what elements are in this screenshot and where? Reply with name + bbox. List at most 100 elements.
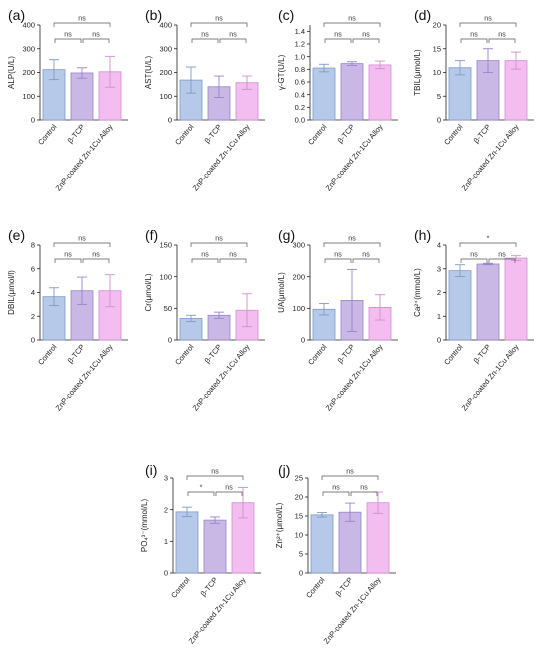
y-axis-label: γ-GT(U/L): [277, 54, 286, 90]
category-label: β-TCP: [203, 343, 224, 365]
y-tick-label: 10: [433, 68, 441, 77]
significance-label: ns: [78, 236, 86, 243]
significance-label: ns: [201, 252, 209, 259]
y-tick-label: 15: [433, 44, 441, 53]
significance-label: ns: [78, 16, 86, 23]
y-axis-label: Cr(μmol/L): [144, 273, 153, 311]
significance-label: ns: [334, 32, 342, 39]
y-axis-label: PO₄³⁻(mmol/L): [140, 499, 149, 553]
y-tick-label: 200: [22, 68, 35, 77]
category-label: β-TCP: [66, 123, 87, 145]
category-label: Control: [304, 575, 327, 600]
category-label: ZnP-coated Zn-1Cu Alloy: [324, 342, 385, 412]
significance-label: ns: [346, 469, 354, 476]
chart-panel: (i) 0 1 2 3 PO₄³⁻(mmol/L) Control β-TCPZnP-coat…: [140, 462, 261, 645]
panel-letter: (a): [8, 7, 25, 23]
significance-bracket: [219, 258, 247, 263]
category-label: ZnP-coated Zn-1Cu Alloy: [322, 575, 383, 645]
significance-label: ns: [215, 16, 223, 23]
y-axis-label: ALP(U/L): [7, 56, 16, 89]
significance-label: ns: [92, 32, 100, 39]
y-tick-label: 100: [22, 92, 35, 101]
significance-label: ns: [470, 32, 478, 39]
bar: [340, 63, 364, 121]
significance-bracket: [82, 258, 110, 263]
significance-bracket: [191, 258, 219, 263]
category-label: Control: [306, 122, 329, 147]
category-label: Control: [442, 342, 465, 367]
y-tick-label: 3: [164, 474, 168, 483]
y-tick-label: 400: [22, 21, 35, 30]
y-tick-label: 300: [22, 44, 35, 53]
y-tick-label: 4: [31, 288, 35, 297]
chart-panel: (d) 0 5 10 15 20 TBIL(μmol/L) Control β-TCPZnP-c…: [413, 7, 534, 192]
significance-bracket: [324, 38, 352, 43]
y-axis-label: Ca²⁺(mmol/L): [413, 268, 422, 317]
chart-panel: (e) 0 2 4 6 8 DBIL(μmol/l) Control β-TCPZnP-coat…: [7, 227, 128, 412]
y-tick-label: 1.4: [295, 27, 305, 36]
y-tick-label: 100: [159, 92, 172, 101]
significance-bracket: [350, 491, 378, 496]
y-tick-label: 3: [437, 264, 441, 273]
category-label: ZnP-coated Zn-1Cu Alloy: [191, 342, 252, 412]
bar: [476, 263, 500, 341]
y-tick-label: 300: [292, 241, 305, 250]
bar: [368, 64, 392, 121]
significance-label: ns: [211, 469, 219, 476]
y-axis-label: DBIL(μmol/l): [7, 270, 16, 315]
significance-label: ns: [498, 252, 506, 259]
significance-bracket: [459, 242, 517, 247]
category-label: ZnP-coated Zn-1Cu Alloy: [460, 122, 521, 192]
category-label: β-TCP: [199, 576, 220, 598]
category-label: ZnP-coated Zn-1Cu Alloy: [460, 342, 521, 412]
significance-bracket: [215, 491, 243, 496]
category-label: ZnP-coated Zn-1Cu Alloy: [191, 122, 252, 192]
chart-panel: (b) 0 100 200 300 400 AST(U/L) Control β-TCPZnP-…: [144, 7, 265, 192]
significance-bracket: [488, 258, 516, 263]
y-tick-label: 0: [164, 569, 168, 578]
significance-label: ns: [362, 32, 370, 39]
category-label: ZnP-coated Zn-1Cu Alloy: [324, 122, 385, 192]
significance-label: ns: [348, 236, 356, 243]
y-tick-label: 400: [159, 21, 172, 30]
panel-letter: (c): [278, 7, 294, 23]
panel-letter: (g): [278, 227, 295, 243]
bar: [207, 314, 231, 341]
category-label: Control: [36, 342, 59, 367]
bar: [203, 519, 227, 574]
y-tick-label: 2: [31, 312, 35, 321]
panel-letter: (d): [414, 7, 431, 23]
category-label: ZnP-coated Zn-1Cu Alloy: [54, 342, 115, 412]
y-tick-label: 0.0: [295, 116, 305, 125]
y-tick-label: 5: [299, 550, 303, 559]
bar: [70, 72, 94, 121]
y-axis-label: TBIL(μmol/L): [413, 49, 422, 96]
significance-label: ns: [215, 236, 223, 243]
y-tick-label: 15: [295, 512, 303, 521]
significance-label: ns: [348, 16, 356, 23]
category-label: ZnP-coated Zn-1Cu Alloy: [187, 575, 248, 645]
bar: [310, 514, 334, 574]
category-label: Control: [173, 342, 196, 367]
significance-bracket: [186, 475, 244, 480]
significance-bracket: [460, 258, 488, 263]
significance-bracket: [321, 475, 379, 480]
y-tick-label: 0: [437, 116, 441, 125]
panel-letter: (e): [8, 227, 25, 243]
y-tick-label: 0.4: [295, 90, 305, 99]
significance-bracket: [54, 38, 82, 43]
significance-bracket: [191, 38, 219, 43]
significance-label: ns: [201, 32, 209, 39]
significance-bracket: [82, 38, 110, 43]
bar: [175, 511, 199, 574]
y-axis-label: AST(U/L): [144, 56, 153, 90]
significance-label: *: [487, 236, 490, 243]
chart-panel: (f) 0 50 100 150 Cr(μmol/L) Control β-TCPZnP-co…: [144, 227, 265, 412]
significance-label: ns: [229, 32, 237, 39]
significance-label: ns: [229, 252, 237, 259]
y-tick-label: 2: [164, 505, 168, 514]
y-tick-label: 0: [437, 336, 441, 345]
significance-bracket: [54, 258, 82, 263]
y-tick-label: 0: [168, 116, 172, 125]
category-label: β-TCP: [203, 123, 224, 145]
